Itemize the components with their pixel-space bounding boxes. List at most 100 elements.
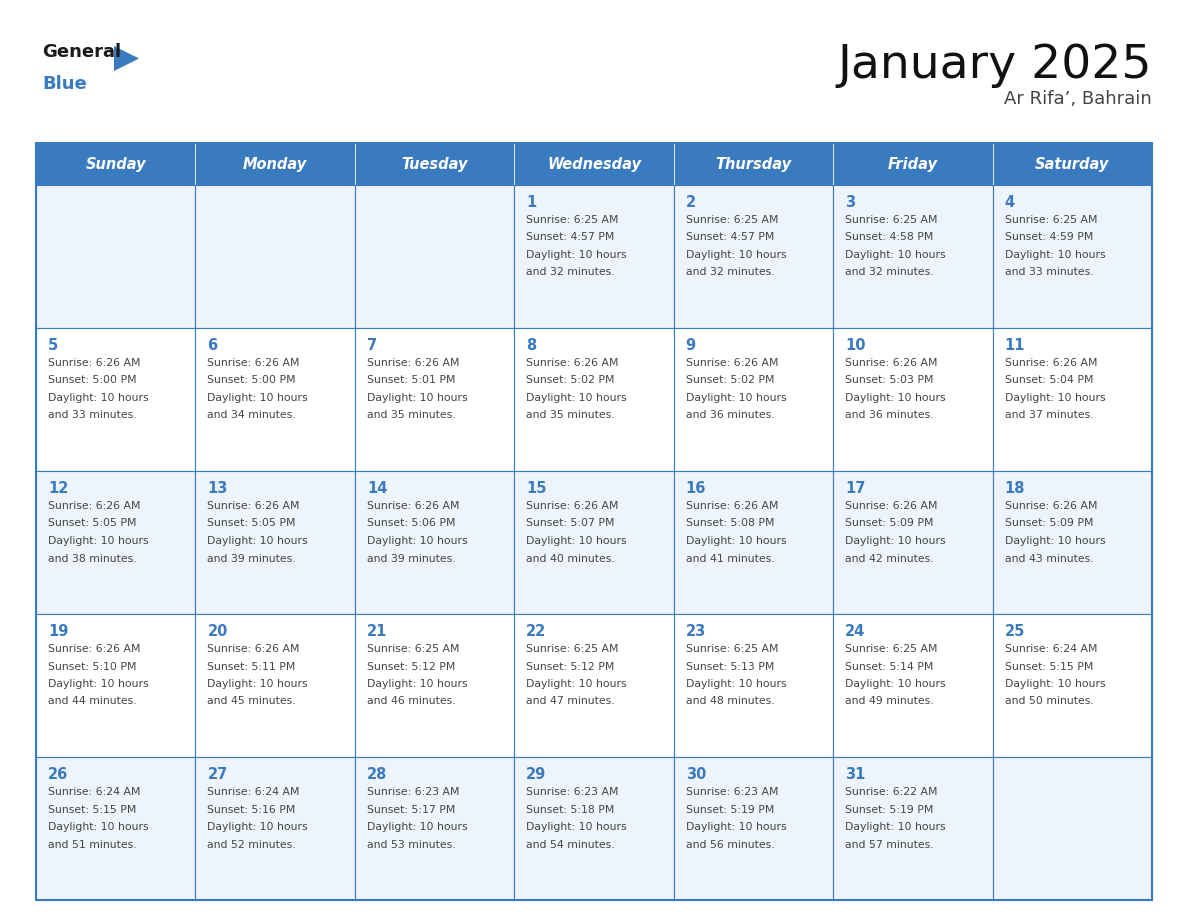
- Text: Daylight: 10 hours: Daylight: 10 hours: [845, 250, 946, 260]
- Text: 22: 22: [526, 624, 546, 639]
- Text: Sunrise: 6:25 AM: Sunrise: 6:25 AM: [526, 215, 619, 225]
- Text: Sunrise: 6:26 AM: Sunrise: 6:26 AM: [208, 501, 299, 511]
- Text: 10: 10: [845, 338, 866, 353]
- Text: Sunrise: 6:24 AM: Sunrise: 6:24 AM: [208, 787, 299, 797]
- Text: 28: 28: [367, 767, 387, 782]
- Bar: [36, 143, 1152, 900]
- Text: Sunset: 4:58 PM: Sunset: 4:58 PM: [845, 232, 934, 242]
- Bar: [514, 757, 674, 900]
- Text: Sunset: 5:06 PM: Sunset: 5:06 PM: [367, 519, 455, 529]
- Text: Daylight: 10 hours: Daylight: 10 hours: [685, 679, 786, 689]
- Bar: [36, 143, 196, 185]
- Text: Sunset: 5:02 PM: Sunset: 5:02 PM: [685, 375, 775, 386]
- Text: Daylight: 10 hours: Daylight: 10 hours: [526, 536, 627, 546]
- Text: 17: 17: [845, 481, 866, 496]
- Bar: [833, 471, 992, 614]
- Text: 26: 26: [48, 767, 68, 782]
- Text: Daylight: 10 hours: Daylight: 10 hours: [1005, 393, 1105, 403]
- Bar: [36, 185, 196, 328]
- Bar: [36, 757, 196, 900]
- Text: Daylight: 10 hours: Daylight: 10 hours: [845, 536, 946, 546]
- Text: Sunrise: 6:24 AM: Sunrise: 6:24 AM: [1005, 644, 1097, 654]
- Text: Sunrise: 6:26 AM: Sunrise: 6:26 AM: [208, 358, 299, 368]
- Text: Sunset: 5:04 PM: Sunset: 5:04 PM: [1005, 375, 1093, 386]
- Text: and 49 minutes.: and 49 minutes.: [845, 697, 934, 707]
- Text: Thursday: Thursday: [715, 156, 791, 172]
- Text: 20: 20: [208, 624, 228, 639]
- Text: 1: 1: [526, 195, 537, 210]
- Text: Daylight: 10 hours: Daylight: 10 hours: [845, 393, 946, 403]
- Text: Blue: Blue: [42, 75, 87, 93]
- Bar: [514, 614, 674, 757]
- Bar: [992, 185, 1152, 328]
- Text: Daylight: 10 hours: Daylight: 10 hours: [48, 393, 148, 403]
- Text: and 48 minutes.: and 48 minutes.: [685, 697, 775, 707]
- Text: Daylight: 10 hours: Daylight: 10 hours: [1005, 679, 1105, 689]
- Text: Sunrise: 6:26 AM: Sunrise: 6:26 AM: [526, 501, 619, 511]
- Bar: [674, 471, 833, 614]
- Text: Sunrise: 6:25 AM: Sunrise: 6:25 AM: [526, 644, 619, 654]
- Text: and 36 minutes.: and 36 minutes.: [845, 410, 934, 420]
- Text: Daylight: 10 hours: Daylight: 10 hours: [845, 822, 946, 832]
- Text: and 37 minutes.: and 37 minutes.: [1005, 410, 1093, 420]
- Bar: [355, 471, 514, 614]
- Text: and 35 minutes.: and 35 minutes.: [367, 410, 455, 420]
- Text: Wednesday: Wednesday: [546, 156, 642, 172]
- Text: Daylight: 10 hours: Daylight: 10 hours: [526, 679, 627, 689]
- Text: Sunset: 5:17 PM: Sunset: 5:17 PM: [367, 804, 455, 814]
- Text: Sunrise: 6:26 AM: Sunrise: 6:26 AM: [48, 644, 140, 654]
- Text: 6: 6: [208, 338, 217, 353]
- Text: and 56 minutes.: and 56 minutes.: [685, 839, 775, 849]
- Text: Sunrise: 6:26 AM: Sunrise: 6:26 AM: [685, 358, 778, 368]
- Text: Tuesday: Tuesday: [402, 156, 468, 172]
- Text: and 38 minutes.: and 38 minutes.: [48, 554, 137, 564]
- Text: Sunrise: 6:25 AM: Sunrise: 6:25 AM: [1005, 215, 1097, 225]
- Text: Ar Rifa’, Bahrain: Ar Rifa’, Bahrain: [1004, 90, 1152, 108]
- Bar: [36, 328, 196, 471]
- Text: Friday: Friday: [887, 156, 937, 172]
- Text: Sunrise: 6:26 AM: Sunrise: 6:26 AM: [208, 644, 299, 654]
- Polygon shape: [114, 46, 139, 71]
- Text: Sunrise: 6:25 AM: Sunrise: 6:25 AM: [685, 644, 778, 654]
- Text: 19: 19: [48, 624, 69, 639]
- Text: and 40 minutes.: and 40 minutes.: [526, 554, 615, 564]
- Bar: [196, 757, 355, 900]
- Text: Sunset: 5:10 PM: Sunset: 5:10 PM: [48, 662, 137, 671]
- Text: Daylight: 10 hours: Daylight: 10 hours: [367, 536, 468, 546]
- Bar: [674, 614, 833, 757]
- Text: 18: 18: [1005, 481, 1025, 496]
- Text: and 39 minutes.: and 39 minutes.: [208, 554, 296, 564]
- Text: and 39 minutes.: and 39 minutes.: [367, 554, 455, 564]
- Text: Sunrise: 6:24 AM: Sunrise: 6:24 AM: [48, 787, 140, 797]
- Text: Daylight: 10 hours: Daylight: 10 hours: [48, 679, 148, 689]
- Text: Monday: Monday: [244, 156, 308, 172]
- Bar: [196, 185, 355, 328]
- Text: Daylight: 10 hours: Daylight: 10 hours: [685, 822, 786, 832]
- Text: Daylight: 10 hours: Daylight: 10 hours: [208, 536, 308, 546]
- Text: 3: 3: [845, 195, 855, 210]
- Text: Sunset: 5:18 PM: Sunset: 5:18 PM: [526, 804, 614, 814]
- Text: Sunset: 5:08 PM: Sunset: 5:08 PM: [685, 519, 775, 529]
- Text: Sunrise: 6:26 AM: Sunrise: 6:26 AM: [367, 358, 460, 368]
- Text: Daylight: 10 hours: Daylight: 10 hours: [685, 250, 786, 260]
- Text: and 50 minutes.: and 50 minutes.: [1005, 697, 1093, 707]
- Text: General: General: [42, 43, 121, 61]
- Text: and 34 minutes.: and 34 minutes.: [208, 410, 296, 420]
- Text: and 42 minutes.: and 42 minutes.: [845, 554, 934, 564]
- Text: and 32 minutes.: and 32 minutes.: [845, 267, 934, 277]
- Text: 23: 23: [685, 624, 706, 639]
- Bar: [992, 614, 1152, 757]
- Text: Daylight: 10 hours: Daylight: 10 hours: [208, 679, 308, 689]
- Text: Sunset: 5:09 PM: Sunset: 5:09 PM: [845, 519, 934, 529]
- Bar: [36, 614, 196, 757]
- Text: Sunset: 5:02 PM: Sunset: 5:02 PM: [526, 375, 614, 386]
- Text: Daylight: 10 hours: Daylight: 10 hours: [208, 393, 308, 403]
- Text: Sunrise: 6:26 AM: Sunrise: 6:26 AM: [685, 501, 778, 511]
- Text: Sunset: 5:14 PM: Sunset: 5:14 PM: [845, 662, 934, 671]
- Text: 14: 14: [367, 481, 387, 496]
- Text: and 47 minutes.: and 47 minutes.: [526, 697, 615, 707]
- Text: Sunset: 5:07 PM: Sunset: 5:07 PM: [526, 519, 614, 529]
- Text: and 33 minutes.: and 33 minutes.: [48, 410, 137, 420]
- Text: Daylight: 10 hours: Daylight: 10 hours: [526, 250, 627, 260]
- Text: and 43 minutes.: and 43 minutes.: [1005, 554, 1093, 564]
